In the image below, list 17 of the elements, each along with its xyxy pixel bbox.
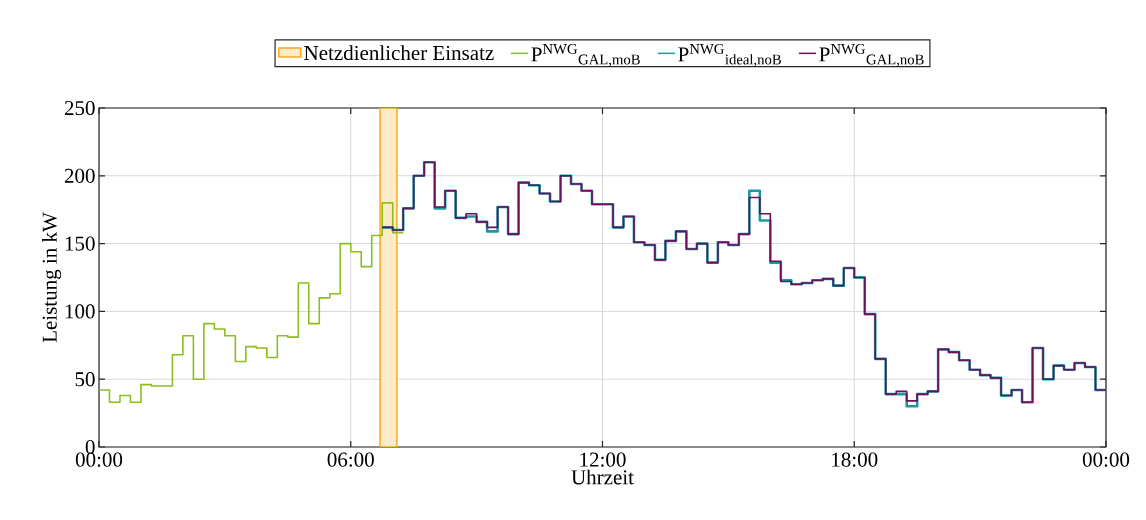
y-axis-title: Leistung in kW (42, 212, 62, 343)
y-tick-label: 100 (65, 304, 95, 319)
y-tick-label: 150 (65, 236, 95, 251)
y-tick-label: 250 (64, 100, 95, 116)
x-axis-title: Uhrzeit (571, 469, 634, 485)
y-tick-label: 200 (64, 168, 95, 183)
band-label: Netzdienlicher Einsatz (304, 45, 494, 61)
y-tick-label: 50 (75, 372, 95, 387)
legend-label: P$^{NWG}$GAL,noB (819, 43, 924, 67)
x-tick-label: 00:00 (75, 452, 123, 467)
x-tick-label: 12:00 (580, 452, 626, 467)
x-tick-label: 18:00 (832, 452, 878, 467)
x-tick-label: 06:00 (327, 452, 374, 467)
legend-label: P$^{NWG}$GAL,moB (531, 43, 640, 67)
y-tick-label: 0 (85, 439, 95, 455)
x-tick-label: 00:00 (1082, 452, 1130, 467)
legend-label: P$^{NWG}$ideal,noB (678, 43, 781, 67)
